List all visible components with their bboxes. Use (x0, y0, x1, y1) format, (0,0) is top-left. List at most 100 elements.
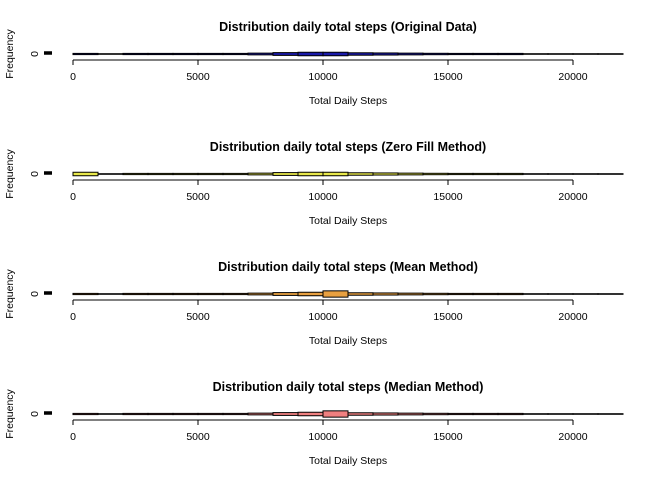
x-tick-label: 5000 (186, 71, 210, 83)
histogram-bar (147, 52, 174, 56)
x-tick-label: 15000 (433, 71, 462, 83)
histogram-panel-2: Distribution daily total steps (Zero Fil… (4, 140, 624, 227)
histogram-bar (572, 173, 599, 175)
histogram-bar (72, 52, 99, 56)
x-tick-label: 10000 (308, 191, 337, 203)
histogram-bar (272, 52, 299, 56)
x-tick-label: 15000 (433, 311, 462, 323)
histogram-bar (422, 172, 449, 176)
histogram-bar (272, 412, 299, 416)
histogram-bar (97, 173, 124, 175)
histogram-bar (97, 53, 124, 55)
histogram-bar (222, 172, 249, 176)
histogram-bar (522, 53, 549, 55)
histogram-panel-4: Distribution daily total steps (Median M… (4, 380, 624, 467)
histogram-bar (172, 172, 199, 176)
x-tick-label: 0 (70, 311, 76, 323)
x-tick-label: 15000 (433, 431, 462, 443)
y-tick-label: 0 (29, 171, 41, 177)
histogram-bar (447, 172, 474, 176)
histogram-bar (297, 171, 324, 177)
histogram-bar (122, 52, 149, 56)
histogram-bar (97, 293, 124, 295)
histogram-bar (397, 412, 424, 416)
histogram-bar (322, 290, 349, 298)
histogram-bar (197, 172, 224, 176)
histogram-bar (222, 52, 249, 56)
y-tick-label: 0 (29, 291, 41, 297)
histogram-bar (322, 51, 349, 57)
histogram-bar (122, 172, 149, 176)
histogram-bar (172, 292, 199, 296)
histogram-bar (72, 171, 99, 177)
histogram-bar (172, 52, 199, 56)
histogram-bar (97, 413, 124, 415)
x-tick-label: 10000 (308, 71, 337, 83)
x-tick-label: 5000 (186, 431, 210, 443)
histogram-bar (597, 53, 624, 55)
x-tick-label: 0 (70, 191, 76, 203)
x-tick-label: 20000 (558, 71, 587, 83)
histogram-bar (397, 172, 424, 176)
histogram-bar (422, 292, 449, 296)
histogram-bar (222, 412, 249, 416)
histogram-bar (547, 53, 574, 55)
histogram-bar (72, 412, 99, 416)
histogram-panel-3: Distribution daily total steps (Mean Met… (4, 260, 624, 347)
histogram-bar (547, 413, 574, 415)
histogram-panel-1: Distribution daily total steps (Original… (4, 20, 624, 107)
histogram-bar (497, 172, 524, 176)
histogram-bar (472, 412, 499, 416)
histogram-bar (322, 171, 349, 177)
histogram-bar (472, 172, 499, 176)
histogram-bar (522, 293, 549, 295)
histogram-bar (547, 173, 574, 175)
x-tick-label: 10000 (308, 311, 337, 323)
histogram-bar (72, 292, 99, 296)
panel-title: Distribution daily total steps (Original… (219, 20, 477, 34)
histogram-bar (372, 172, 399, 176)
y-axis-label: Frequency (4, 28, 16, 78)
histogram-bar (272, 172, 299, 176)
histogram-bar (122, 292, 149, 296)
histogram-bar (572, 53, 599, 55)
x-axis-label: Total Daily Steps (309, 455, 387, 467)
histogram-bar (347, 172, 374, 176)
histogram-bar (472, 52, 499, 56)
histogram-bar (497, 292, 524, 296)
histogram-bar (372, 292, 399, 296)
panel-title: Distribution daily total steps (Median M… (213, 380, 484, 394)
histogram-bar (372, 412, 399, 416)
x-axis-label: Total Daily Steps (309, 95, 387, 107)
histogram-bar (147, 292, 174, 296)
y-axis-label: Frequency (4, 268, 16, 318)
x-tick-label: 15000 (433, 191, 462, 203)
y-axis-label: Frequency (4, 148, 16, 198)
histogram-bar (322, 410, 349, 418)
histogram-bar (222, 292, 249, 296)
x-tick-label: 20000 (558, 431, 587, 443)
histogram-bar (247, 292, 274, 296)
x-axis-label: Total Daily Steps (309, 215, 387, 227)
histogram-bar (247, 52, 274, 56)
histogram-bar (347, 52, 374, 56)
histogram-bar (397, 52, 424, 56)
y-tick-label: 0 (29, 411, 41, 417)
histogram-bar (197, 412, 224, 416)
histogram-bar (397, 292, 424, 296)
panel-title: Distribution daily total steps (Zero Fil… (210, 140, 486, 154)
histogram-bar (347, 292, 374, 296)
histogram-bar (447, 292, 474, 296)
histogram-bar (297, 411, 324, 417)
histogram-bar (122, 412, 149, 416)
panel-title: Distribution daily total steps (Mean Met… (218, 260, 478, 274)
y-axis-label: Frequency (4, 388, 16, 438)
histogram-bar (147, 412, 174, 416)
x-tick-label: 0 (70, 71, 76, 83)
histogram-bar (272, 292, 299, 296)
histogram-bar (572, 413, 599, 415)
histogram-bar (597, 293, 624, 295)
histogram-bar (197, 52, 224, 56)
histogram-bar (597, 173, 624, 175)
